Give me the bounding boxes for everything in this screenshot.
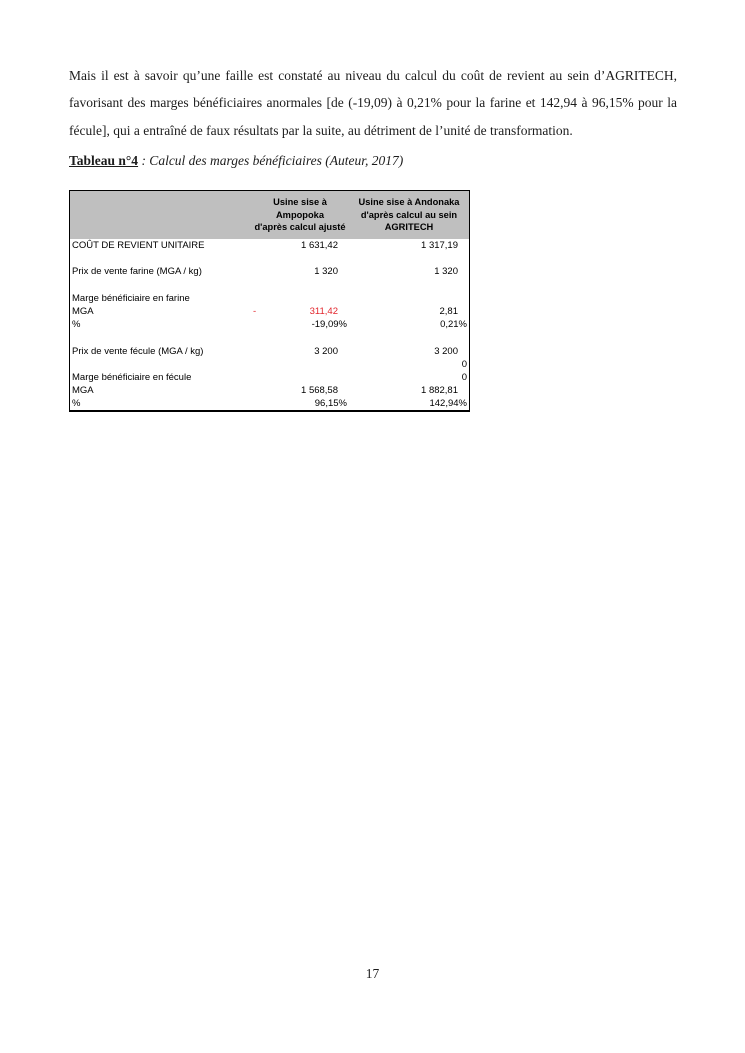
table-row: Prix de vente farine (MGA / kg) 1 320 1 32… [70, 265, 469, 278]
table-header: Usine sise à Ampopoka d'après calcul aju… [70, 191, 469, 239]
table-row [70, 252, 469, 265]
cell-ampopoka [250, 331, 350, 344]
cell-agritech [350, 252, 468, 265]
cell-ampopoka: -19,09% [311, 319, 347, 331]
row-label: MGA [72, 385, 94, 397]
cell-ampopoka: - 311,42 [250, 305, 350, 318]
cell-agritech [350, 331, 468, 344]
table-row: % 96,15% 142,94% [70, 397, 469, 410]
table-row [70, 279, 469, 292]
row-label [70, 358, 250, 371]
cell-agritech: 1 320 [434, 266, 458, 278]
cell-ampopoka [250, 371, 350, 384]
cell-agritech: 142,94% [429, 398, 467, 410]
cell-agritech [350, 292, 468, 305]
header-col-ampopoka: Usine sise à Ampopoka d'après calcul aju… [254, 197, 346, 233]
row-label: MGA [72, 305, 94, 317]
table-row: MGA - 311,42 2,81 [70, 305, 469, 318]
cell-ampopoka: 3 200 [314, 345, 338, 357]
header-col-labels [70, 191, 250, 239]
table-row: Prix de vente fécule (MGA / kg) 3 200 3 20… [70, 345, 469, 358]
cell-ampopoka: 1 631,42 [301, 240, 338, 251]
row-label: Marge bénéficiaire en farine [72, 292, 190, 304]
cell-ampopoka [250, 252, 350, 265]
cell-agritech: 1 317,19 [421, 240, 458, 251]
cell-ampopoka [250, 358, 350, 371]
page-number: 17 [365, 966, 380, 981]
cell-ampopoka: 1 320 [314, 266, 338, 278]
cell-agritech: 3 200 [434, 345, 458, 357]
table-row [70, 331, 469, 344]
table-row: MGA 1 568,58 1 882,81 [70, 384, 469, 397]
row-label: % [72, 398, 81, 410]
header-col-agritech: Usine sise à Andonaka d'après calcul au … [358, 197, 460, 233]
table-row: Marge bénéficiaire en farine [70, 292, 469, 305]
cell-agritech: 0 [461, 358, 467, 370]
cell-ampopoka [250, 292, 350, 305]
table-row: Marge bénéficiaire en fécule 0 [70, 371, 469, 384]
cell-agritech: 0,21% [440, 319, 467, 331]
table-body: COÛT DE REVIENT UNITAIRE 1 631,42 1 317,19… [70, 239, 469, 410]
cell-ampopoka [250, 279, 350, 292]
row-label [70, 252, 250, 265]
table-caption: Tableau n°4 : Calcul des marges bénéfici… [69, 151, 677, 171]
row-label [70, 331, 250, 344]
table-row: 0 [70, 358, 469, 371]
row-label: COÛT DE REVIENT UNITAIRE [72, 240, 205, 251]
row-label: % [72, 319, 81, 331]
data-table: Usine sise à Ampopoka d'après calcul aju… [69, 190, 470, 413]
row-label [70, 279, 250, 292]
table-row: % -19,09% 0,21% [70, 318, 469, 331]
cell-value: 311,42 [309, 305, 338, 317]
paragraph: Mais il est à savoir qu’une faille est c… [69, 68, 677, 138]
cell-agritech [350, 279, 468, 292]
cell-agritech: 0 [461, 371, 467, 383]
row-label: Prix de vente fécule (MGA / kg) [72, 345, 204, 357]
cell-ampopoka: 1 568,58 [301, 385, 338, 397]
cell-ampopoka: 96,15% [314, 398, 347, 410]
caption-text: : Calcul des marges bénéficiaires (Auteu… [138, 153, 404, 168]
cell-agritech: 2,81 [439, 305, 459, 317]
negative-dash: - [253, 305, 257, 317]
caption-label: Tableau n°4 [69, 153, 139, 168]
table-row: COÛT DE REVIENT UNITAIRE 1 631,42 1 317,19 [70, 239, 469, 252]
row-label: Prix de vente farine (MGA / kg) [72, 266, 202, 278]
row-label: Marge bénéficiaire en fécule [72, 371, 192, 383]
cell-agritech: 1 882,81 [421, 385, 458, 397]
